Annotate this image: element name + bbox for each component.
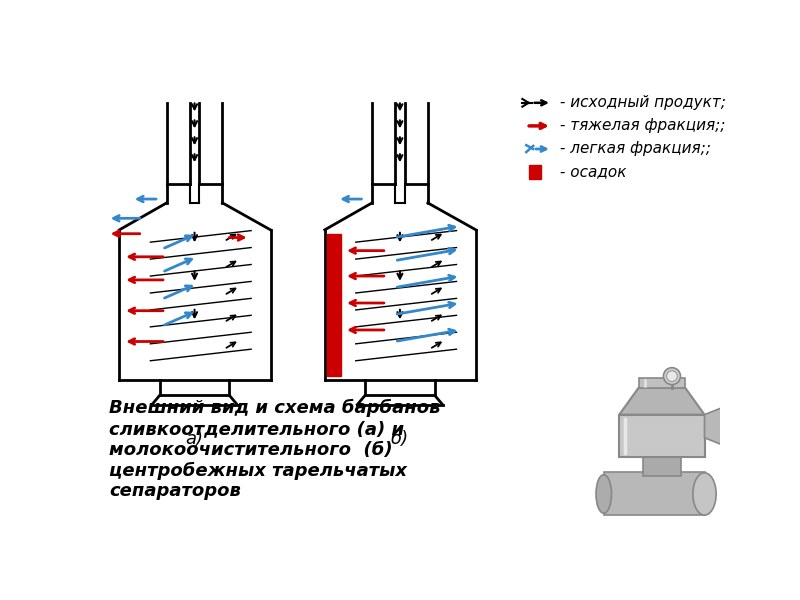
Polygon shape — [705, 407, 724, 445]
Circle shape — [663, 368, 681, 385]
Text: сливкоотделительного (а) и: сливкоотделительного (а) и — [110, 420, 405, 438]
Text: - осадок: - осадок — [555, 164, 626, 179]
Bar — [604, 472, 705, 515]
Text: сепараторов: сепараторов — [110, 482, 241, 500]
Text: - исходный продукт;: - исходный продукт; — [555, 95, 726, 110]
Bar — [327, 234, 341, 376]
Text: Внешний вид и схема барбанов: Внешний вид и схема барбанов — [110, 399, 441, 418]
Text: б): б) — [391, 430, 409, 448]
Text: молокоочистительного  (б): молокоочистительного (б) — [110, 441, 393, 459]
Text: а): а) — [186, 430, 203, 448]
Text: центробежных тарельчатых: центробежных тарельчатых — [110, 461, 407, 480]
Bar — [638, 379, 685, 388]
Text: - легкая фракция;;: - легкая фракция;; — [555, 142, 710, 157]
Ellipse shape — [596, 475, 611, 513]
Ellipse shape — [693, 473, 716, 515]
Text: - тяжелая фракция;;: - тяжелая фракция;; — [555, 118, 726, 133]
Circle shape — [666, 371, 678, 382]
Bar — [529, 165, 541, 179]
Bar — [619, 415, 705, 457]
Bar — [642, 453, 682, 476]
Polygon shape — [619, 388, 705, 415]
